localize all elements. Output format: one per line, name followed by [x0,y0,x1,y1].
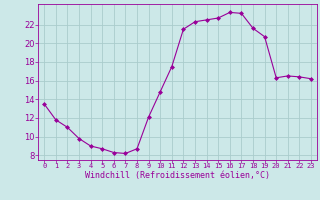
X-axis label: Windchill (Refroidissement éolien,°C): Windchill (Refroidissement éolien,°C) [85,171,270,180]
